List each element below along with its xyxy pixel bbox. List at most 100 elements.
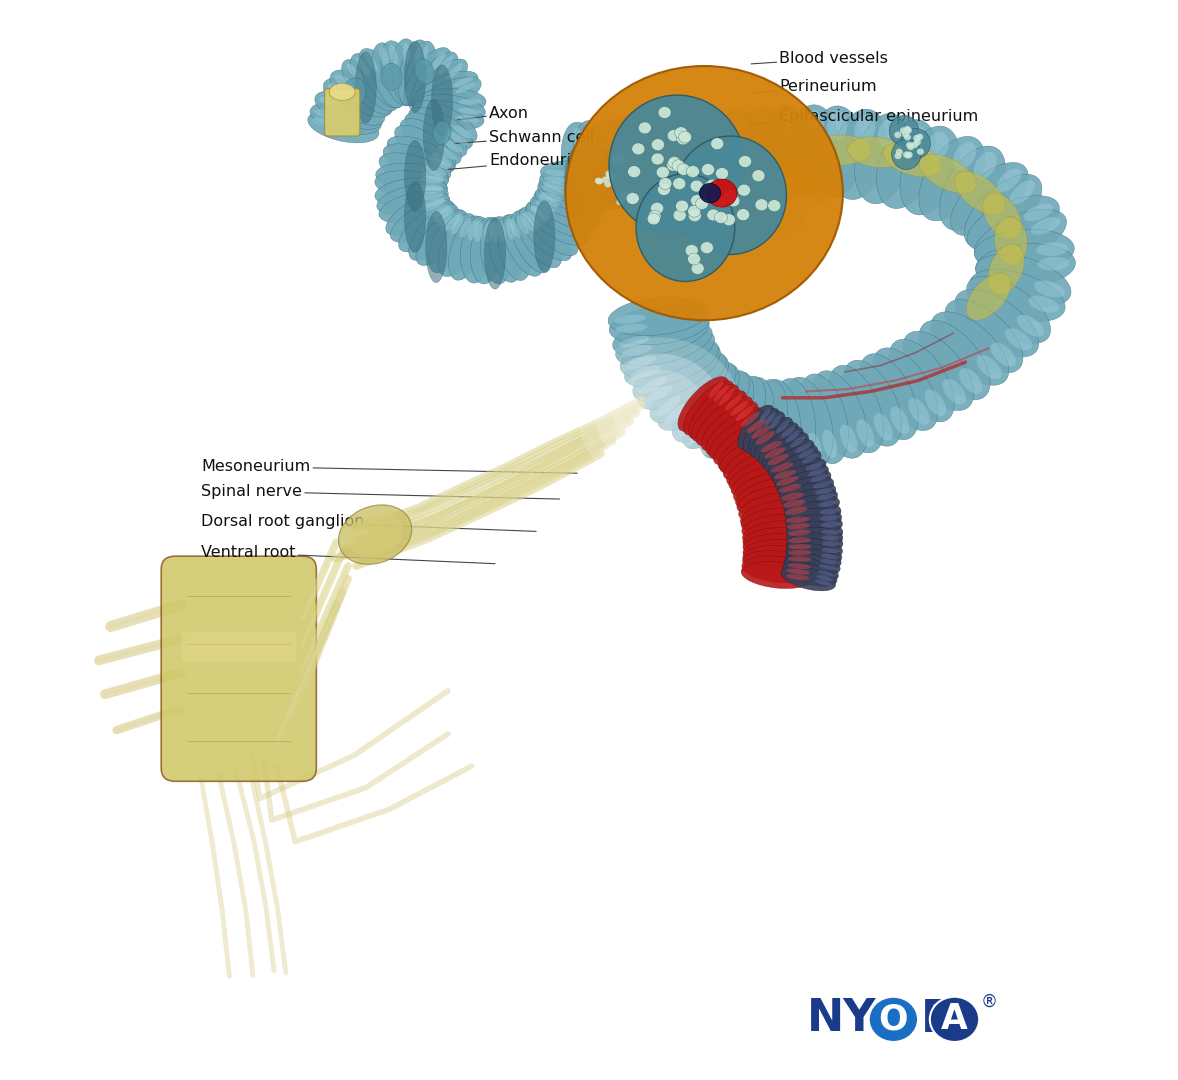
Ellipse shape	[618, 153, 622, 171]
Ellipse shape	[787, 523, 810, 529]
Circle shape	[611, 172, 618, 178]
Ellipse shape	[974, 229, 1074, 273]
Ellipse shape	[728, 377, 774, 468]
Ellipse shape	[874, 413, 893, 441]
Ellipse shape	[799, 448, 814, 458]
Ellipse shape	[739, 108, 793, 199]
Ellipse shape	[590, 148, 611, 202]
Text: Spinal nerve: Spinal nerve	[201, 484, 560, 499]
Ellipse shape	[351, 53, 398, 111]
Ellipse shape	[765, 411, 776, 426]
Ellipse shape	[982, 193, 1021, 239]
Ellipse shape	[730, 154, 823, 193]
Ellipse shape	[641, 154, 662, 207]
Ellipse shape	[628, 154, 630, 172]
Ellipse shape	[742, 521, 815, 549]
Ellipse shape	[919, 154, 977, 193]
Ellipse shape	[765, 447, 786, 459]
Ellipse shape	[669, 120, 684, 149]
Ellipse shape	[719, 389, 734, 406]
Ellipse shape	[654, 158, 656, 175]
Ellipse shape	[774, 436, 787, 465]
Ellipse shape	[636, 156, 640, 173]
Circle shape	[677, 163, 690, 175]
Circle shape	[722, 214, 735, 226]
Ellipse shape	[666, 158, 687, 211]
Ellipse shape	[404, 112, 468, 158]
Circle shape	[906, 151, 913, 158]
Ellipse shape	[346, 64, 363, 81]
Circle shape	[615, 158, 622, 164]
Ellipse shape	[959, 368, 982, 394]
Ellipse shape	[700, 372, 754, 458]
Ellipse shape	[624, 338, 719, 388]
Ellipse shape	[315, 109, 337, 119]
Ellipse shape	[974, 210, 1066, 265]
Circle shape	[679, 131, 691, 143]
Text: R: R	[920, 998, 954, 1041]
Ellipse shape	[762, 433, 808, 470]
Ellipse shape	[637, 153, 659, 207]
Ellipse shape	[741, 562, 814, 589]
Circle shape	[714, 212, 727, 224]
Ellipse shape	[815, 488, 833, 495]
Circle shape	[904, 134, 911, 140]
Ellipse shape	[743, 545, 815, 571]
Ellipse shape	[787, 564, 810, 569]
Ellipse shape	[1024, 204, 1053, 221]
Circle shape	[615, 157, 622, 163]
Ellipse shape	[747, 419, 766, 433]
Circle shape	[916, 134, 924, 140]
FancyBboxPatch shape	[325, 89, 359, 136]
Ellipse shape	[535, 186, 604, 220]
Ellipse shape	[743, 527, 815, 554]
Circle shape	[631, 143, 644, 154]
Ellipse shape	[448, 132, 468, 145]
Ellipse shape	[655, 158, 659, 175]
Ellipse shape	[768, 454, 789, 465]
Ellipse shape	[410, 52, 458, 109]
Circle shape	[894, 152, 901, 159]
Ellipse shape	[631, 153, 653, 206]
Ellipse shape	[657, 158, 660, 175]
Ellipse shape	[904, 125, 926, 153]
Ellipse shape	[822, 430, 838, 458]
Ellipse shape	[364, 53, 378, 71]
Ellipse shape	[544, 176, 568, 184]
Ellipse shape	[490, 221, 498, 243]
Ellipse shape	[737, 485, 808, 516]
Ellipse shape	[1017, 314, 1044, 337]
Ellipse shape	[650, 158, 654, 174]
Ellipse shape	[951, 162, 1028, 235]
Ellipse shape	[827, 111, 847, 140]
Ellipse shape	[742, 551, 815, 578]
Ellipse shape	[585, 126, 596, 156]
Ellipse shape	[750, 417, 793, 458]
Ellipse shape	[816, 494, 834, 500]
Circle shape	[900, 127, 907, 134]
Ellipse shape	[614, 314, 646, 324]
Ellipse shape	[404, 181, 425, 253]
Ellipse shape	[765, 440, 814, 473]
Text: Endoneurium: Endoneurium	[448, 153, 597, 170]
Ellipse shape	[575, 147, 597, 200]
Ellipse shape	[355, 52, 376, 123]
Ellipse shape	[431, 52, 445, 70]
Ellipse shape	[621, 154, 623, 171]
Ellipse shape	[768, 445, 818, 477]
Ellipse shape	[1038, 257, 1070, 270]
Ellipse shape	[425, 212, 446, 283]
Ellipse shape	[878, 119, 899, 148]
Ellipse shape	[593, 150, 595, 167]
Ellipse shape	[356, 57, 370, 76]
Ellipse shape	[636, 153, 656, 207]
Ellipse shape	[497, 215, 531, 281]
Ellipse shape	[779, 484, 801, 492]
Ellipse shape	[587, 148, 608, 202]
Ellipse shape	[662, 157, 683, 211]
Ellipse shape	[964, 174, 1041, 247]
Ellipse shape	[884, 143, 941, 177]
Ellipse shape	[788, 556, 812, 562]
Ellipse shape	[659, 159, 662, 175]
Ellipse shape	[618, 336, 649, 348]
